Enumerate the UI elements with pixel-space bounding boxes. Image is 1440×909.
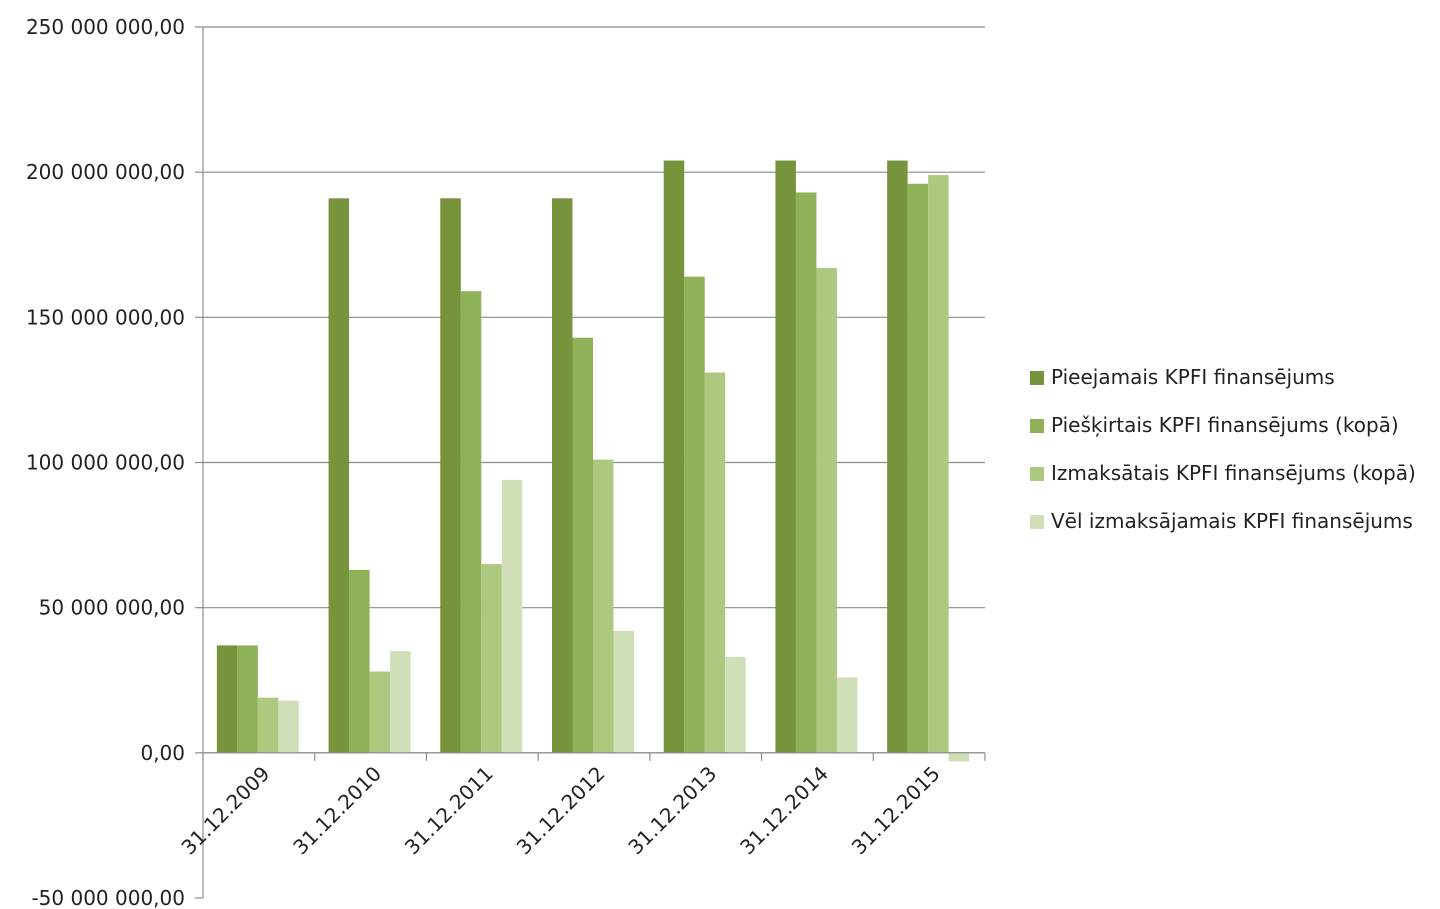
legend-swatch (1030, 419, 1044, 433)
bar (216, 645, 238, 753)
bar (795, 192, 817, 753)
bar (684, 276, 705, 753)
bar (704, 372, 726, 753)
y-tick-label: 200 000 000,00 (26, 160, 185, 184)
bar (907, 183, 929, 753)
y-tick-label: -50 000 000,00 (31, 886, 185, 909)
bar (948, 752, 970, 762)
bar (257, 697, 279, 753)
x-category-label: 31.12.2014 (735, 761, 833, 859)
legend-swatch (1030, 371, 1044, 385)
bar (328, 198, 350, 753)
bar (928, 175, 949, 753)
y-tick-label: 50 000 000,00 (39, 596, 185, 620)
bar (369, 671, 391, 753)
x-category-label: 31.12.2013 (623, 761, 721, 859)
legend-item: Pieejamais KPFI finansējums (1030, 365, 1335, 389)
bar (349, 569, 370, 753)
legend-label: Pieejamais KPFI finansējums (1051, 365, 1335, 389)
bar (237, 645, 258, 753)
x-category-label: 31.12.2011 (400, 761, 498, 859)
bar (725, 657, 746, 753)
y-tick-label: 250 000 000,00 (26, 15, 185, 39)
bar (390, 651, 411, 753)
legend-item: Piešķirtais KPFI finansējums (kopā) (1030, 413, 1399, 437)
bar (278, 700, 299, 753)
x-category-label: 31.12.2015 (847, 761, 945, 859)
bar (481, 564, 502, 753)
bar (816, 267, 837, 753)
bar (775, 160, 796, 753)
bar (440, 198, 461, 753)
bars (216, 160, 970, 762)
y-tick-label: 150 000 000,00 (26, 305, 185, 329)
bar (663, 160, 685, 753)
y-tick-label: 0,00 (140, 741, 185, 765)
bar (552, 198, 573, 753)
legend-label: Piešķirtais KPFI finansējums (kopā) (1051, 413, 1399, 437)
x-category-label: 31.12.2010 (288, 761, 386, 859)
x-category-label: 31.12.2009 (176, 761, 274, 859)
legend-swatch (1030, 467, 1044, 481)
bar (836, 677, 858, 753)
bar (460, 291, 482, 753)
legend: Pieejamais KPFI finansējums Piešķirtais K… (1030, 365, 1416, 533)
bar (593, 459, 614, 753)
bar (613, 630, 634, 753)
bar (887, 160, 908, 753)
legend-label: Vēl izmaksājamais KPFI finansējums (1051, 509, 1413, 533)
legend-swatch (1030, 515, 1044, 529)
bar (501, 479, 523, 753)
y-axis-tick-labels: 250 000 000,00 200 000 000,00 150 000 000,… (26, 15, 185, 909)
x-category-label: 31.12.2012 (512, 761, 610, 859)
legend-label: Izmaksātais KPFI finansējums (kopā) (1051, 461, 1416, 485)
x-axis-category-labels: 31.12.2009 31.12.2010 31.12.2011 31.12.2012… (176, 761, 944, 859)
bar (572, 337, 593, 753)
legend-item: Vēl izmaksājamais KPFI finansējums (1030, 509, 1413, 533)
axes (195, 26, 986, 899)
y-tick-label: 100 000 000,00 (26, 451, 185, 475)
legend-item: Izmaksātais KPFI finansējums (kopā) (1030, 461, 1416, 485)
